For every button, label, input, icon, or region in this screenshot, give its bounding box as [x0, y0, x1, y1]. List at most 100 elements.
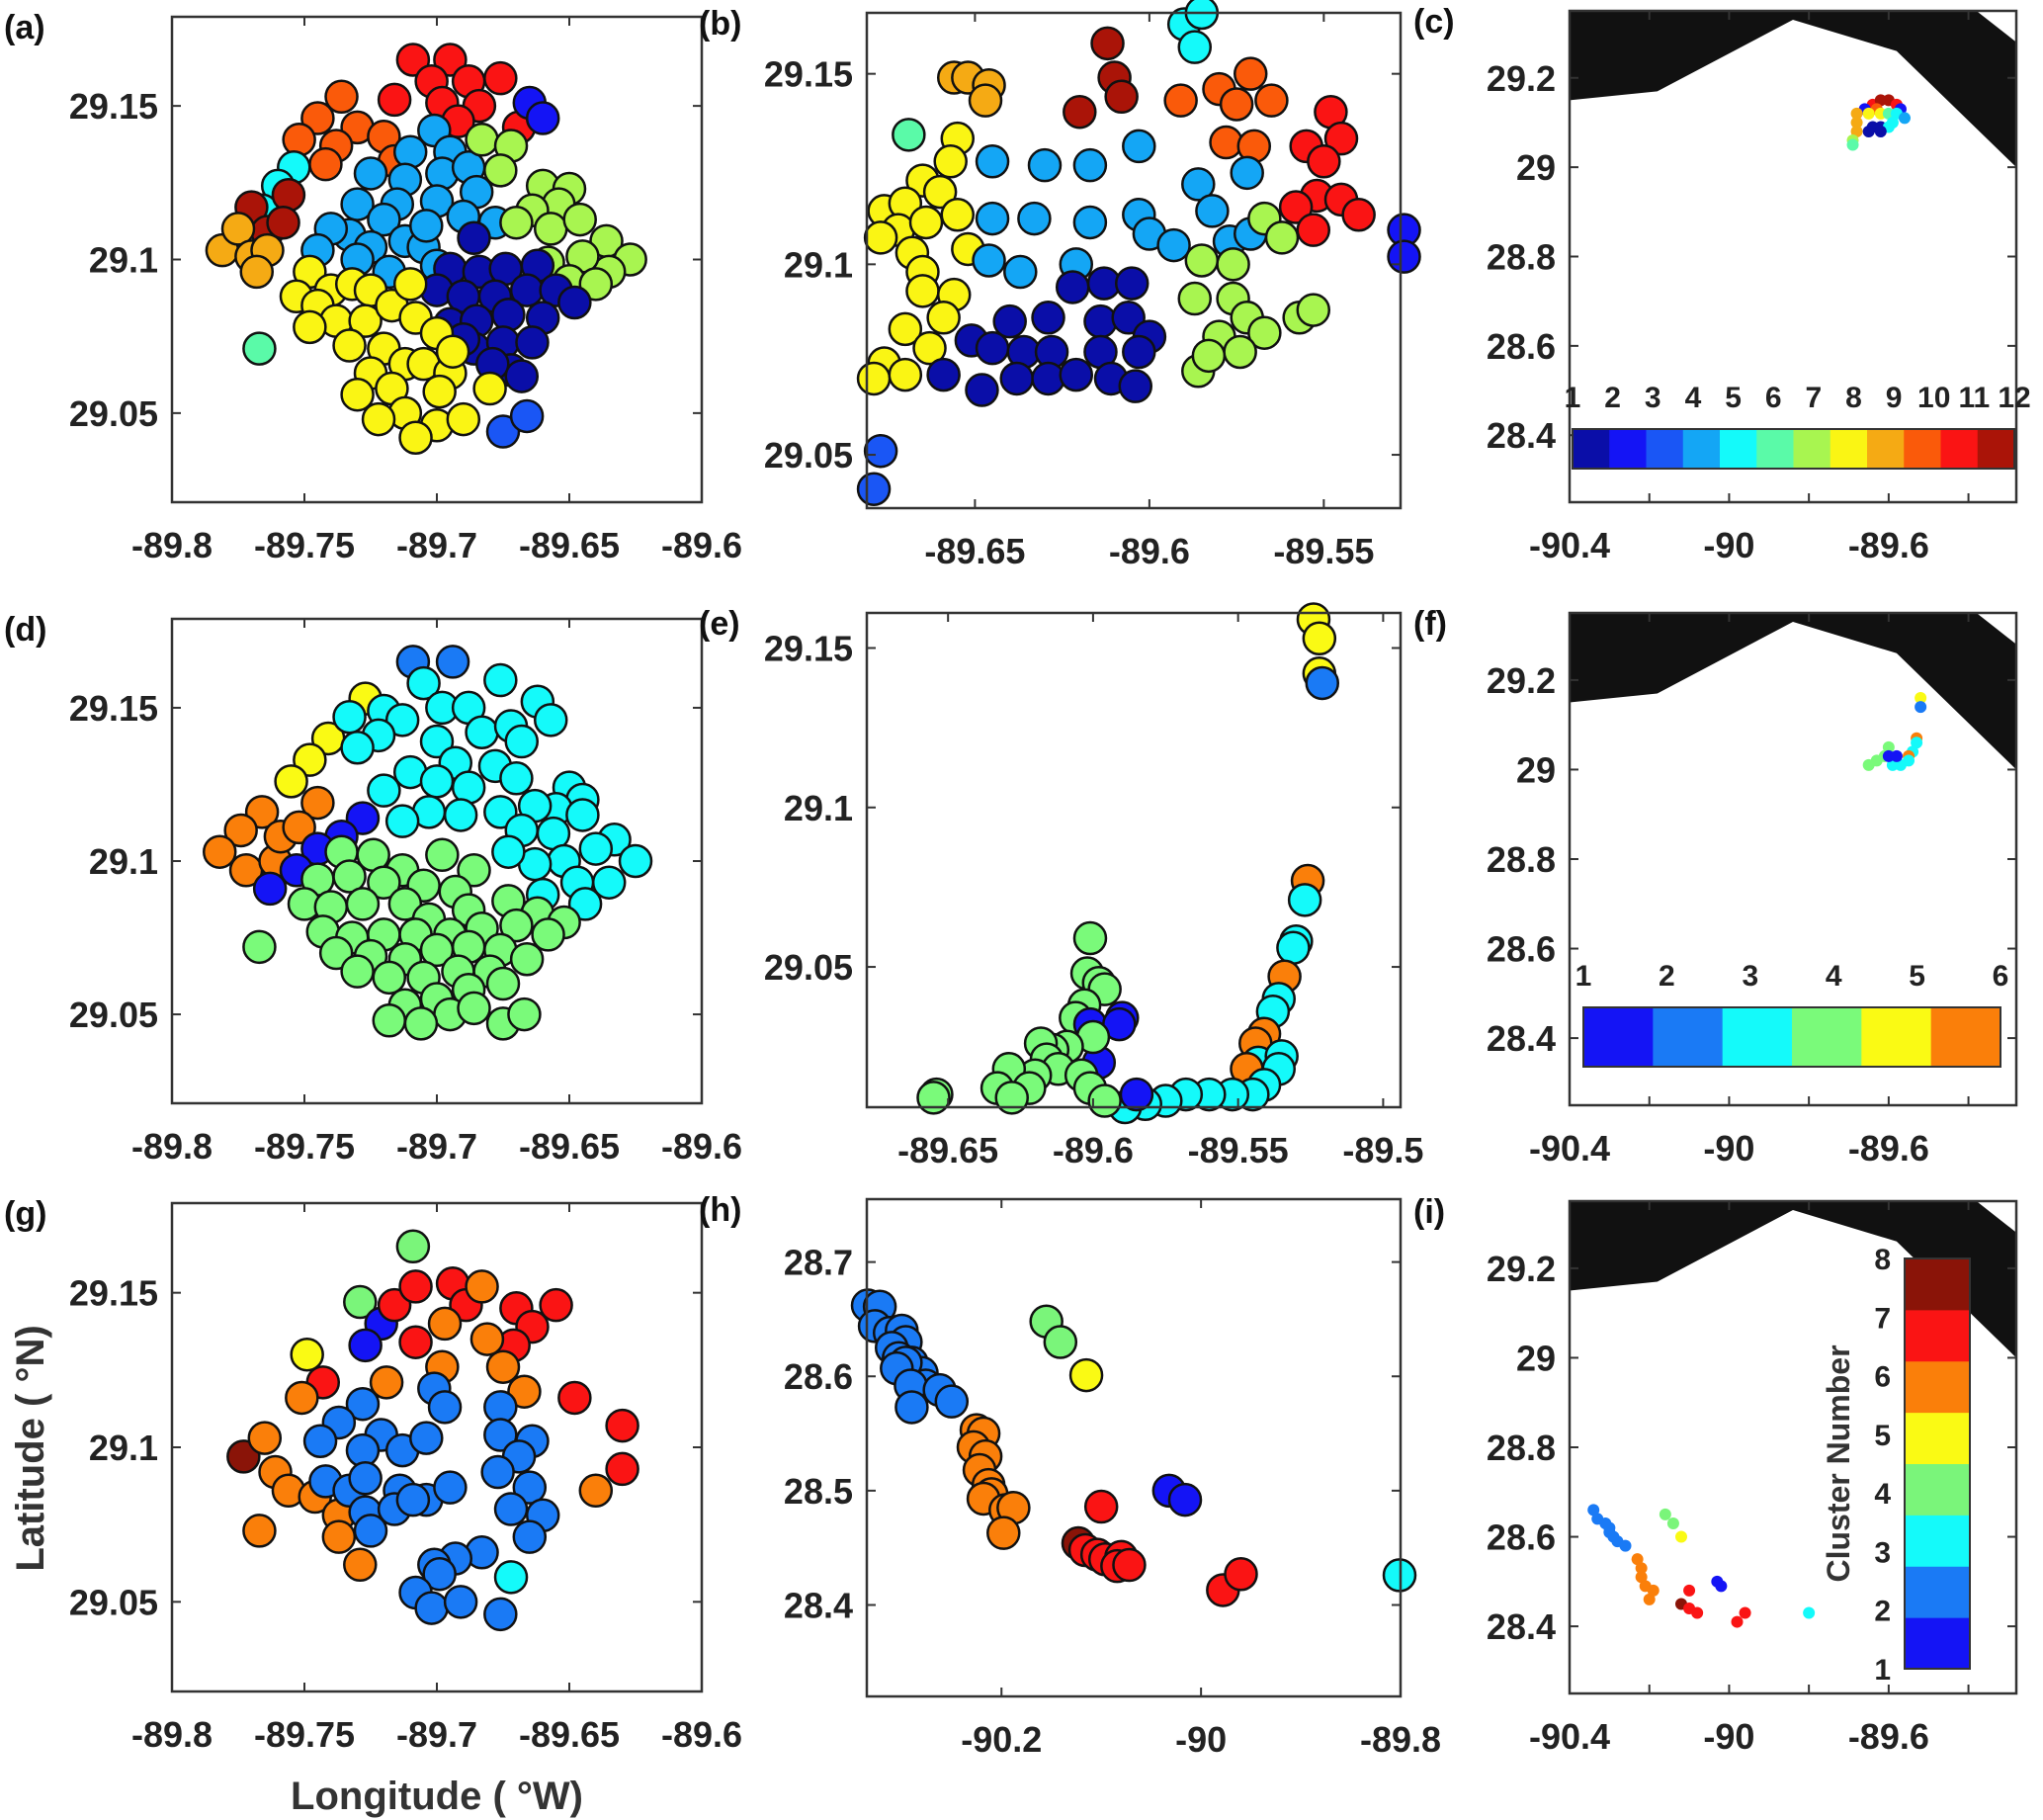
- data-point-cluster-3: [384, 804, 420, 838]
- data-point-cluster-12: [266, 205, 300, 240]
- data-point-cluster-1: [491, 298, 526, 332]
- data-point-cluster-12: [1063, 94, 1097, 130]
- y-axis-title: Latitude ( °N): [9, 1325, 52, 1571]
- coastline-landmass: [1570, 11, 2016, 168]
- data-point-cluster-4: [1899, 112, 1911, 125]
- data-point-cluster-1: [557, 285, 592, 320]
- panel-label: (b): [699, 5, 741, 43]
- panel-f: (f) -90.4 -90 -89.6 28.4 28.6 28.8 29 29.2 1 2 3 4 5 6: [1413, 605, 2018, 1169]
- y-tick-label: 28.4: [784, 1585, 853, 1625]
- colorbar-swatch-5: [1861, 1007, 1932, 1067]
- y-tick-label: 29.05: [69, 1582, 158, 1622]
- colorbar-tick-label: 3: [1874, 1536, 1891, 1569]
- data-point-cluster-7: [1184, 243, 1220, 278]
- data-point-cluster-4: [425, 837, 460, 873]
- colorbar-swatch-1: [1573, 429, 1610, 469]
- data-point-cluster-10: [1209, 125, 1243, 160]
- data-point-cluster-2: [1619, 1539, 1632, 1552]
- x-tick-label: -89.65: [519, 1126, 620, 1167]
- y-tick-label: 29.1: [89, 1428, 158, 1468]
- data-point-cluster-2: [353, 1514, 388, 1548]
- data-point-cluster-11: [1307, 144, 1341, 179]
- data-point-cluster-4: [1027, 147, 1063, 183]
- data-point-cluster-8: [1862, 107, 1875, 120]
- data-point-cluster-1: [457, 220, 491, 255]
- data-point-cluster-1: [1122, 334, 1156, 370]
- colorbar-tick-label: 10: [1917, 382, 1950, 414]
- data-point-cluster-11: [1296, 213, 1331, 247]
- data-point-cluster-7: [1247, 315, 1282, 350]
- colorbar-tick-label: 8: [1874, 1244, 1891, 1276]
- y-tick-label: 29.05: [764, 947, 853, 988]
- data-point-cluster-2: [483, 1597, 518, 1632]
- data-point-cluster-3: [465, 715, 499, 749]
- data-point-cluster-4: [1862, 758, 1875, 771]
- data-point-cluster-2: [512, 1470, 548, 1505]
- data-point-cluster-1: [965, 373, 999, 407]
- data-point-cluster-7: [1691, 1606, 1704, 1619]
- colorbar-swatch-11: [1940, 429, 1979, 469]
- x-tick-label: -89.65: [924, 531, 1025, 571]
- data-point-cluster-7: [562, 202, 597, 237]
- data-point-cluster-3: [856, 472, 892, 506]
- data-point-cluster-10: [1254, 83, 1289, 118]
- data-point-cluster-4: [403, 1006, 439, 1041]
- data-point-cluster-2: [480, 1454, 515, 1490]
- y-tick-label: 29.1: [89, 841, 158, 882]
- scatter-points: [856, 0, 1421, 506]
- colorbar-tick-label: 1: [1874, 1654, 1891, 1687]
- data-point-cluster-7: [1223, 334, 1257, 370]
- y-tick-label: 28.5: [784, 1471, 853, 1512]
- data-point-cluster-4: [509, 941, 545, 977]
- data-point-cluster-3: [509, 398, 545, 434]
- data-point-cluster-3: [406, 665, 441, 701]
- data-point-cluster-7: [605, 1451, 639, 1487]
- data-point-cluster-9: [1850, 107, 1863, 120]
- data-point-cluster-1: [992, 303, 1027, 339]
- y-tick-label: 29.05: [69, 995, 158, 1035]
- colorbar-tick-label: 7: [1805, 382, 1822, 414]
- data-point-cluster-3: [863, 433, 898, 469]
- colorbar-tick-label: 11: [1959, 382, 1991, 414]
- data-point-cluster-11: [1323, 121, 1359, 156]
- y-tick-label: 29.1: [89, 240, 158, 281]
- data-point-cluster-4: [345, 887, 381, 921]
- data-point-cluster-2: [483, 1418, 518, 1452]
- data-point-cluster-8: [888, 357, 923, 392]
- y-tick-label: 29: [1516, 1338, 1556, 1378]
- data-point-cluster-4: [975, 144, 1010, 179]
- x-tick-label: -90.4: [1529, 1128, 1610, 1169]
- y-tick-label: 28.6: [1487, 326, 1556, 367]
- scatter-points: [916, 602, 1340, 1125]
- data-point-cluster-11: [377, 82, 412, 118]
- colorbar-swatch-4: [1792, 1007, 1862, 1067]
- data-point-cluster-4: [1043, 1325, 1078, 1359]
- data-point-cluster-3: [533, 703, 568, 737]
- data-point-cluster-7: [483, 153, 518, 188]
- data-point-cluster-4: [367, 202, 401, 237]
- x-tick-label: -89.6: [661, 1714, 742, 1755]
- data-point-cluster-3: [332, 699, 367, 735]
- x-tick-label: -90.4: [1529, 1716, 1610, 1757]
- data-point-cluster-2: [493, 1492, 529, 1526]
- data-point-cluster-8: [398, 420, 433, 455]
- data-point-cluster-4: [392, 134, 428, 169]
- data-point-cluster-6: [247, 1421, 283, 1455]
- data-point-cluster-7: [1264, 220, 1300, 255]
- data-point-cluster-6: [1846, 138, 1859, 151]
- data-point-cluster-4: [332, 859, 367, 894]
- data-point-cluster-4: [1195, 194, 1230, 228]
- data-point-cluster-8: [905, 274, 940, 308]
- data-point-cluster-6: [369, 1365, 404, 1400]
- colorbar: 1 2 3 4 5 6 7 8 Cluster Number: [1821, 1244, 1971, 1687]
- data-point-cluster-1: [1119, 1077, 1154, 1112]
- panel-label: (i): [1413, 1193, 1445, 1231]
- panel-b: (b) -89.65 -89.6 -89.55 29.05 29.1 29.15: [699, 0, 1421, 571]
- colorbar-swatch-8: [1830, 429, 1868, 469]
- x-tick-label: -89.8: [131, 1126, 213, 1167]
- x-tick-label: -89.55: [1188, 1130, 1289, 1170]
- data-point-cluster-2: [512, 1519, 548, 1554]
- scatter-points: [205, 43, 647, 455]
- data-point-cluster-2: [1603, 1521, 1616, 1534]
- data-point-cluster-1: [1059, 357, 1094, 392]
